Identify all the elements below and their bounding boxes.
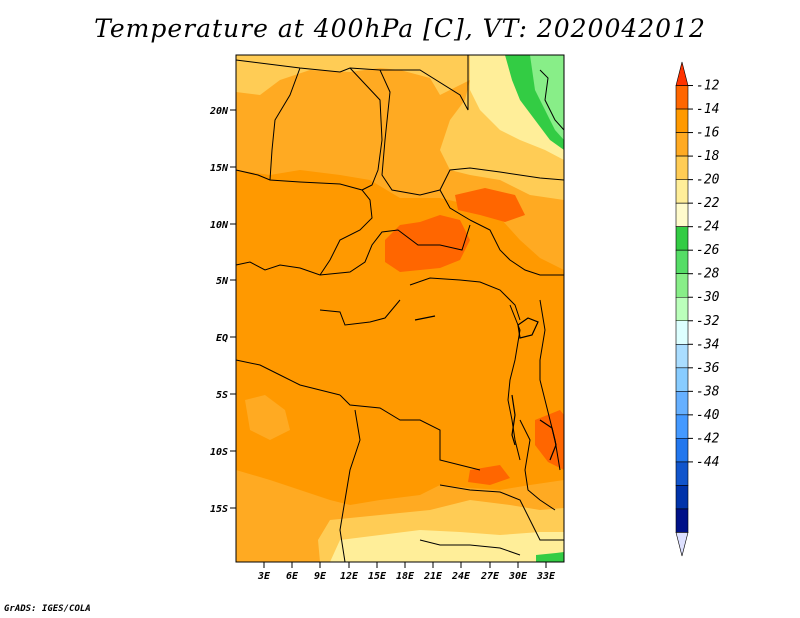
colorbar-swatch bbox=[675, 179, 689, 204]
colorbar-label: -34 bbox=[696, 337, 719, 352]
lon-label: 21E bbox=[423, 571, 443, 582]
credit-text: GrADS: IGES/COLA bbox=[4, 604, 91, 614]
colorbar-label: -44 bbox=[696, 455, 719, 470]
field-warm-center bbox=[385, 215, 470, 272]
lat-label: 15S bbox=[210, 504, 228, 515]
colorbar-swatch bbox=[675, 108, 689, 133]
map-panel bbox=[235, 54, 565, 563]
lat-label: 15N bbox=[210, 163, 229, 174]
colorbar-label: -32 bbox=[696, 314, 720, 329]
lon-label: 27E bbox=[480, 571, 500, 582]
lon-label: 6E bbox=[286, 571, 299, 582]
field-cream-south bbox=[330, 530, 564, 562]
colorbar-label: -20 bbox=[696, 173, 720, 188]
field-green-south bbox=[536, 552, 564, 562]
colorbar-swatch bbox=[675, 320, 689, 345]
lon-label: 3E bbox=[257, 571, 271, 582]
field-warm-east bbox=[455, 188, 525, 222]
lakes bbox=[414, 315, 557, 461]
colorbar-swatch bbox=[675, 438, 689, 463]
colorbar-swatch bbox=[675, 414, 689, 439]
colorbar-label: -38 bbox=[696, 384, 720, 399]
colorbar-label: -18 bbox=[696, 149, 720, 164]
lat-label: EQ bbox=[216, 333, 228, 344]
colorbar-swatch bbox=[675, 485, 689, 510]
lat-label: 10N bbox=[210, 220, 229, 231]
lon-label: 15E bbox=[368, 571, 387, 582]
field-pale-north bbox=[236, 55, 470, 95]
lon-label: 18E bbox=[396, 571, 415, 582]
colorbar-swatch bbox=[675, 532, 689, 557]
colorbar-label: -26 bbox=[696, 243, 720, 258]
colorbar-swatch bbox=[675, 132, 689, 157]
colorbar-swatch bbox=[675, 391, 689, 416]
lon-axis: 3E 6E 9E 12E 15E 18E 21E 24E 27E 30E 33E bbox=[257, 562, 556, 582]
colorbar-swatch bbox=[675, 226, 689, 251]
colorbar-swatch bbox=[675, 61, 689, 86]
colorbar-label: -42 bbox=[696, 431, 720, 446]
lon-label: 12E bbox=[340, 571, 359, 582]
lon-label: 30E bbox=[508, 571, 528, 582]
colorbar-swatch bbox=[675, 296, 689, 322]
lat-axis: 20N 15N 10N 5N EQ 5S 10S 15S bbox=[209, 106, 236, 515]
lat-label: 5S bbox=[216, 390, 228, 401]
colorbar-label: -28 bbox=[696, 267, 720, 282]
country-borders bbox=[235, 55, 565, 563]
colorbar-label: -30 bbox=[696, 290, 720, 305]
lon-label: 9E bbox=[314, 571, 327, 582]
colorbar: -12 -14 -16 -18 -20 -22 -24 -26 -28 -30 -32 -34 -36 -… bbox=[675, 61, 720, 557]
colorbar-swatch bbox=[675, 508, 689, 533]
map-frame bbox=[235, 54, 565, 563]
chart-title: Temperature at 400hPa [C], VT: 202004201… bbox=[94, 14, 706, 43]
colorbar-swatch bbox=[675, 202, 689, 227]
lat-label: 10S bbox=[210, 447, 228, 458]
colorbar-label: -36 bbox=[696, 361, 720, 376]
colorbar-swatch bbox=[675, 273, 689, 298]
lat-label: 20N bbox=[209, 106, 229, 117]
colorbar-label: -22 bbox=[696, 196, 720, 211]
colorbar-swatch bbox=[675, 461, 689, 486]
colorbar-swatch bbox=[675, 249, 689, 275]
colorbar-label: -16 bbox=[696, 126, 720, 141]
field-lightgreen-ne bbox=[530, 55, 564, 140]
field-light-west bbox=[245, 395, 290, 440]
colorbar-label: -40 bbox=[696, 408, 720, 423]
colorbar-label: -24 bbox=[696, 220, 719, 235]
colorbar-swatch bbox=[675, 367, 689, 392]
colorbar-swatch bbox=[675, 155, 689, 180]
colorbar-label: -14 bbox=[696, 102, 719, 117]
colorbar-label: -12 bbox=[696, 79, 720, 94]
colorbar-swatch bbox=[675, 85, 689, 110]
lon-label: 33E bbox=[536, 571, 556, 582]
lon-label: 24E bbox=[451, 571, 471, 582]
lat-label: 5N bbox=[216, 276, 229, 287]
colorbar-swatch bbox=[675, 343, 689, 369]
field-warm-se bbox=[535, 410, 564, 470]
